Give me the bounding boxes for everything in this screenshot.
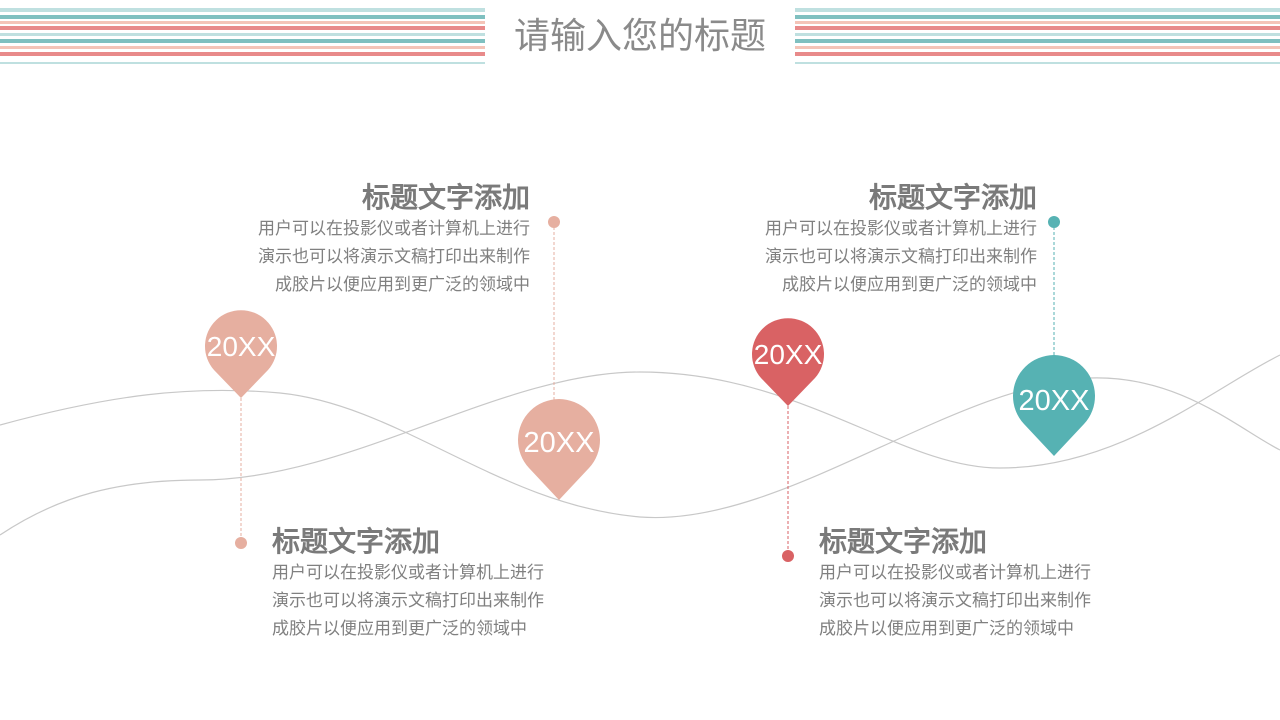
milestone-heading: 标题文字添加 — [819, 525, 988, 558]
milestone-line: 成胶片以便应用到更广泛的领域中 — [272, 619, 527, 639]
milestone-heading: 标题文字添加 — [868, 181, 1037, 214]
milestone-heading: 标题文字添加 — [361, 181, 530, 214]
milestone-line: 用户可以在投影仪或者计算机上进行 — [272, 563, 544, 583]
milestone-text-block: 标题文字添加 用户可以在投影仪或者计算机上进行 演示也可以将演示文稿打印出来制作… — [200, 181, 530, 299]
pin-marker-icon — [1013, 355, 1095, 456]
milestone-line: 用户可以在投影仪或者计算机上进行 — [258, 219, 530, 239]
milestone-line: 成胶片以便应用到更广泛的领域中 — [275, 275, 530, 295]
milestone-line: 成胶片以便应用到更广泛的领域中 — [782, 275, 1037, 295]
pin-marker-icon — [518, 399, 600, 500]
dot-marker — [1048, 216, 1060, 228]
milestone-heading: 标题文字添加 — [272, 525, 441, 558]
milestone-line: 成胶片以便应用到更广泛的领域中 — [819, 619, 1074, 639]
connectors — [235, 216, 1060, 562]
milestone-line: 演示也可以将演示文稿打印出来制作 — [765, 247, 1037, 267]
pin-marker-icon — [205, 310, 277, 398]
page-title: 请输入您的标题 — [485, 8, 795, 66]
dot-marker — [548, 216, 560, 228]
dot-marker — [782, 550, 794, 562]
milestone-line: 用户可以在投影仪或者计算机上进行 — [819, 563, 1091, 583]
milestone-text-block: 标题文字添加 用户可以在投影仪或者计算机上进行 演示也可以将演示文稿打印出来制作… — [707, 181, 1037, 299]
milestone-text-block: 标题文字添加 用户可以在投影仪或者计算机上进行 演示也可以将演示文稿打印出来制作… — [272, 525, 612, 643]
wave-line-1 — [0, 377, 1280, 519]
wave-line-2 — [0, 354, 1280, 536]
pin-marker-icon — [751, 318, 824, 406]
milestone-line: 演示也可以将演示文稿打印出来制作 — [272, 591, 544, 611]
dot-marker — [235, 537, 247, 549]
pins — [205, 310, 1095, 500]
milestone-text-block: 标题文字添加 用户可以在投影仪或者计算机上进行 演示也可以将演示文稿打印出来制作… — [819, 525, 1159, 643]
milestone-line: 用户可以在投影仪或者计算机上进行 — [765, 219, 1037, 239]
milestone-line: 演示也可以将演示文稿打印出来制作 — [258, 247, 530, 267]
milestone-line: 演示也可以将演示文稿打印出来制作 — [819, 591, 1091, 611]
